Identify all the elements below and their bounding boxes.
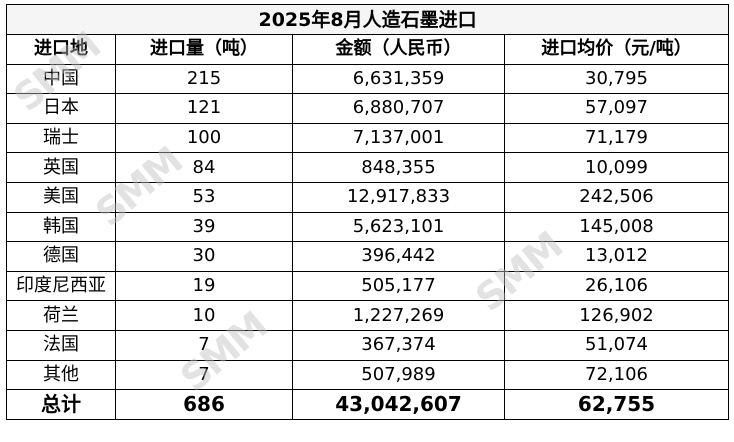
- cell-avg-price: 26,106: [503, 270, 730, 302]
- cell-country: 荷兰: [6, 300, 116, 331]
- cell-country: 法国: [6, 329, 116, 361]
- cell-volume: 53: [115, 181, 293, 213]
- cell-country: 瑞士: [6, 122, 116, 154]
- cell-amount: 507,989: [292, 359, 505, 391]
- cell-avg-price: 72,106: [503, 359, 730, 391]
- cell-amount: 848,355: [292, 152, 505, 183]
- table-container: 2025年8月人造石墨进口 进口地 进口量（吨） 金额（人民币） 进口均价（元/…: [5, 4, 730, 420]
- header-country: 进口地: [6, 34, 116, 65]
- header-amount: 金额（人民币）: [292, 34, 505, 65]
- table-row: 印度尼西亚 19 505,177 26,106: [6, 270, 730, 302]
- cell-country: 英国: [6, 152, 116, 183]
- cell-amount: 6,631,359: [292, 63, 505, 95]
- total-amount: 43,042,607: [292, 389, 505, 420]
- cell-avg-price: 57,097: [503, 93, 730, 124]
- cell-amount: 1,227,269: [292, 300, 505, 331]
- cell-volume: 121: [115, 93, 293, 124]
- cell-amount: 505,177: [292, 270, 505, 302]
- cell-volume: 19: [115, 270, 293, 302]
- cell-avg-price: 126,902: [503, 300, 730, 331]
- cell-country: 其他: [6, 359, 116, 391]
- header-volume: 进口量（吨）: [115, 34, 293, 65]
- cell-avg-price: 10,099: [503, 152, 730, 183]
- table-title: 2025年8月人造石墨进口: [5, 4, 730, 35]
- cell-volume: 10: [115, 300, 293, 331]
- table-row: 荷兰 10 1,227,269 126,902: [6, 300, 730, 331]
- cell-country: 德国: [6, 241, 116, 272]
- table-row: 美国 53 12,917,833 242,506: [6, 181, 730, 213]
- cell-country: 韩国: [6, 211, 116, 243]
- cell-volume: 100: [115, 122, 293, 154]
- table-row: 德国 30 396,442 13,012: [6, 241, 730, 272]
- cell-amount: 7,137,001: [292, 122, 505, 154]
- cell-amount: 5,623,101: [292, 211, 505, 243]
- cell-country: 日本: [6, 93, 116, 124]
- table-row: 日本 121 6,880,707 57,097: [6, 93, 730, 124]
- cell-country: 美国: [6, 181, 116, 213]
- cell-volume: 7: [115, 359, 293, 391]
- cell-avg-price: 71,179: [503, 122, 730, 154]
- cell-avg-price: 30,795: [503, 63, 730, 95]
- table-row: 其他 7 507,989 72,106: [6, 359, 730, 391]
- cell-avg-price: 13,012: [503, 241, 730, 272]
- cell-avg-price: 145,008: [503, 211, 730, 243]
- title-row: 2025年8月人造石墨进口: [5, 4, 730, 35]
- cell-amount: 367,374: [292, 329, 505, 361]
- cell-amount: 6,880,707: [292, 93, 505, 124]
- total-avg-price: 62,755: [503, 389, 730, 420]
- table-row: 法国 7 367,374 51,074: [6, 329, 730, 361]
- cell-avg-price: 242,506: [503, 181, 730, 213]
- table-row: 瑞士 100 7,137,001 71,179: [6, 122, 730, 154]
- table-row: 中国 215 6,631,359 30,795: [6, 63, 730, 95]
- cell-avg-price: 51,074: [503, 329, 730, 361]
- total-row: 总计 686 43,042,607 62,755: [6, 389, 730, 420]
- cell-volume: 84: [115, 152, 293, 183]
- cell-volume: 7: [115, 329, 293, 361]
- import-table: 2025年8月人造石墨进口 进口地 进口量（吨） 金额（人民币） 进口均价（元/…: [5, 4, 730, 420]
- total-volume: 686: [115, 389, 293, 420]
- cell-country: 印度尼西亚: [6, 270, 116, 302]
- table-row: 韩国 39 5,623,101 145,008: [6, 211, 730, 243]
- header-row: 进口地 进口量（吨） 金额（人民币） 进口均价（元/吨）: [6, 34, 730, 65]
- cell-volume: 39: [115, 211, 293, 243]
- cell-volume: 30: [115, 241, 293, 272]
- total-label: 总计: [6, 389, 116, 420]
- cell-amount: 12,917,833: [292, 181, 505, 213]
- cell-volume: 215: [115, 63, 293, 95]
- header-avg-price: 进口均价（元/吨）: [503, 34, 730, 65]
- table-row: 英国 84 848,355 10,099: [6, 152, 730, 183]
- cell-country: 中国: [6, 63, 116, 95]
- cell-amount: 396,442: [292, 241, 505, 272]
